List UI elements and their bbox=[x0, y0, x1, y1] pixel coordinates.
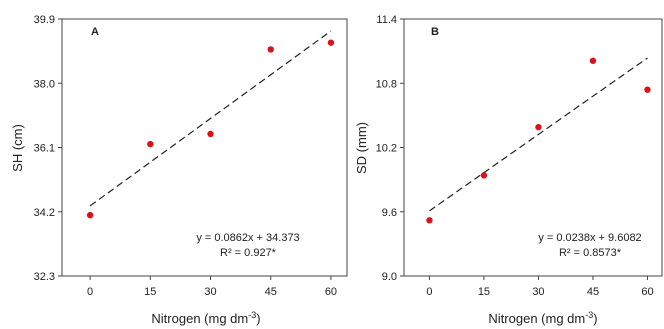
y-tick-label-a: 32.3 bbox=[34, 271, 55, 283]
x-axis-label-b-end: ) bbox=[593, 311, 597, 326]
r-squared-a: R² = 0.927* bbox=[220, 247, 277, 259]
data-point-a bbox=[267, 46, 274, 53]
y-tick-label-b: 10.8 bbox=[376, 78, 397, 90]
x-tick-label-a: 60 bbox=[325, 286, 337, 298]
data-point-a bbox=[147, 140, 154, 148]
x-tick-label-a: 45 bbox=[265, 286, 277, 298]
data-point-b bbox=[589, 57, 597, 64]
y-tick-label-b: 11.4 bbox=[376, 14, 397, 26]
data-point-a bbox=[327, 39, 335, 46]
y-tick-label-a: 34.2 bbox=[34, 207, 55, 219]
y-tick-label-a: 39.9 bbox=[34, 14, 55, 26]
y-tick-label-a: 38.0 bbox=[34, 78, 55, 90]
r-squared-b: R² = 0.8573* bbox=[559, 247, 622, 259]
x-tick-label-b: 60 bbox=[641, 286, 653, 298]
y-tick-label-b: 10.2 bbox=[376, 143, 397, 155]
panel-letter-a: A bbox=[91, 26, 99, 38]
equation-a: y = 0.0862x + 34.373 bbox=[196, 232, 299, 244]
data-point-a bbox=[86, 211, 94, 219]
x-axis-label-b: Nitrogen (mg dm-3) bbox=[488, 310, 597, 326]
panel-letter-b: B bbox=[431, 26, 439, 38]
panel-a: A SH (cm) Nitrogen (mg dm-3) y = 0.0862x… bbox=[10, 14, 348, 326]
equation-b: y = 0.0238x + 9.6082 bbox=[538, 232, 641, 244]
y-axis-label-a: SH (cm) bbox=[10, 124, 25, 172]
data-point-b bbox=[535, 123, 542, 131]
x-axis-label-a: Nitrogen (mg dm-3) bbox=[151, 310, 260, 326]
x-tick-label-b: 15 bbox=[478, 286, 490, 298]
x-axis-label-b-main: Nitrogen (mg dm bbox=[488, 311, 585, 326]
x-tick-label-a: 0 bbox=[87, 286, 93, 298]
x-tick-label-a: 30 bbox=[204, 286, 216, 298]
x-axis-label-a-main: Nitrogen (mg dm bbox=[151, 311, 248, 326]
x-tick-label-b: 45 bbox=[587, 286, 599, 298]
data-point-b bbox=[644, 86, 651, 93]
trendline-a bbox=[89, 30, 332, 207]
y-tick-label-a: 36.1 bbox=[34, 143, 55, 155]
data-point-b bbox=[480, 172, 488, 179]
y-tick-label-b: 9.0 bbox=[382, 271, 397, 283]
x-axis-label-b-sup: -3 bbox=[585, 310, 593, 320]
panel-b: B SD (mm) Nitrogen (mg dm-3) y = 0.0238x… bbox=[354, 14, 663, 326]
x-tick-label-b: 30 bbox=[532, 286, 544, 298]
y-tick-label-b: 9.6 bbox=[382, 207, 397, 219]
x-axis-label-a-sup: -3 bbox=[248, 310, 256, 320]
y-axis-label-b: SD (mm) bbox=[354, 122, 369, 174]
data-point-a bbox=[207, 130, 214, 138]
x-tick-label-a: 15 bbox=[144, 286, 156, 298]
x-axis-label-a-end: ) bbox=[256, 311, 260, 326]
data-point-b bbox=[426, 217, 433, 224]
x-tick-label-b: 0 bbox=[426, 286, 432, 298]
trendline-b bbox=[429, 57, 648, 212]
